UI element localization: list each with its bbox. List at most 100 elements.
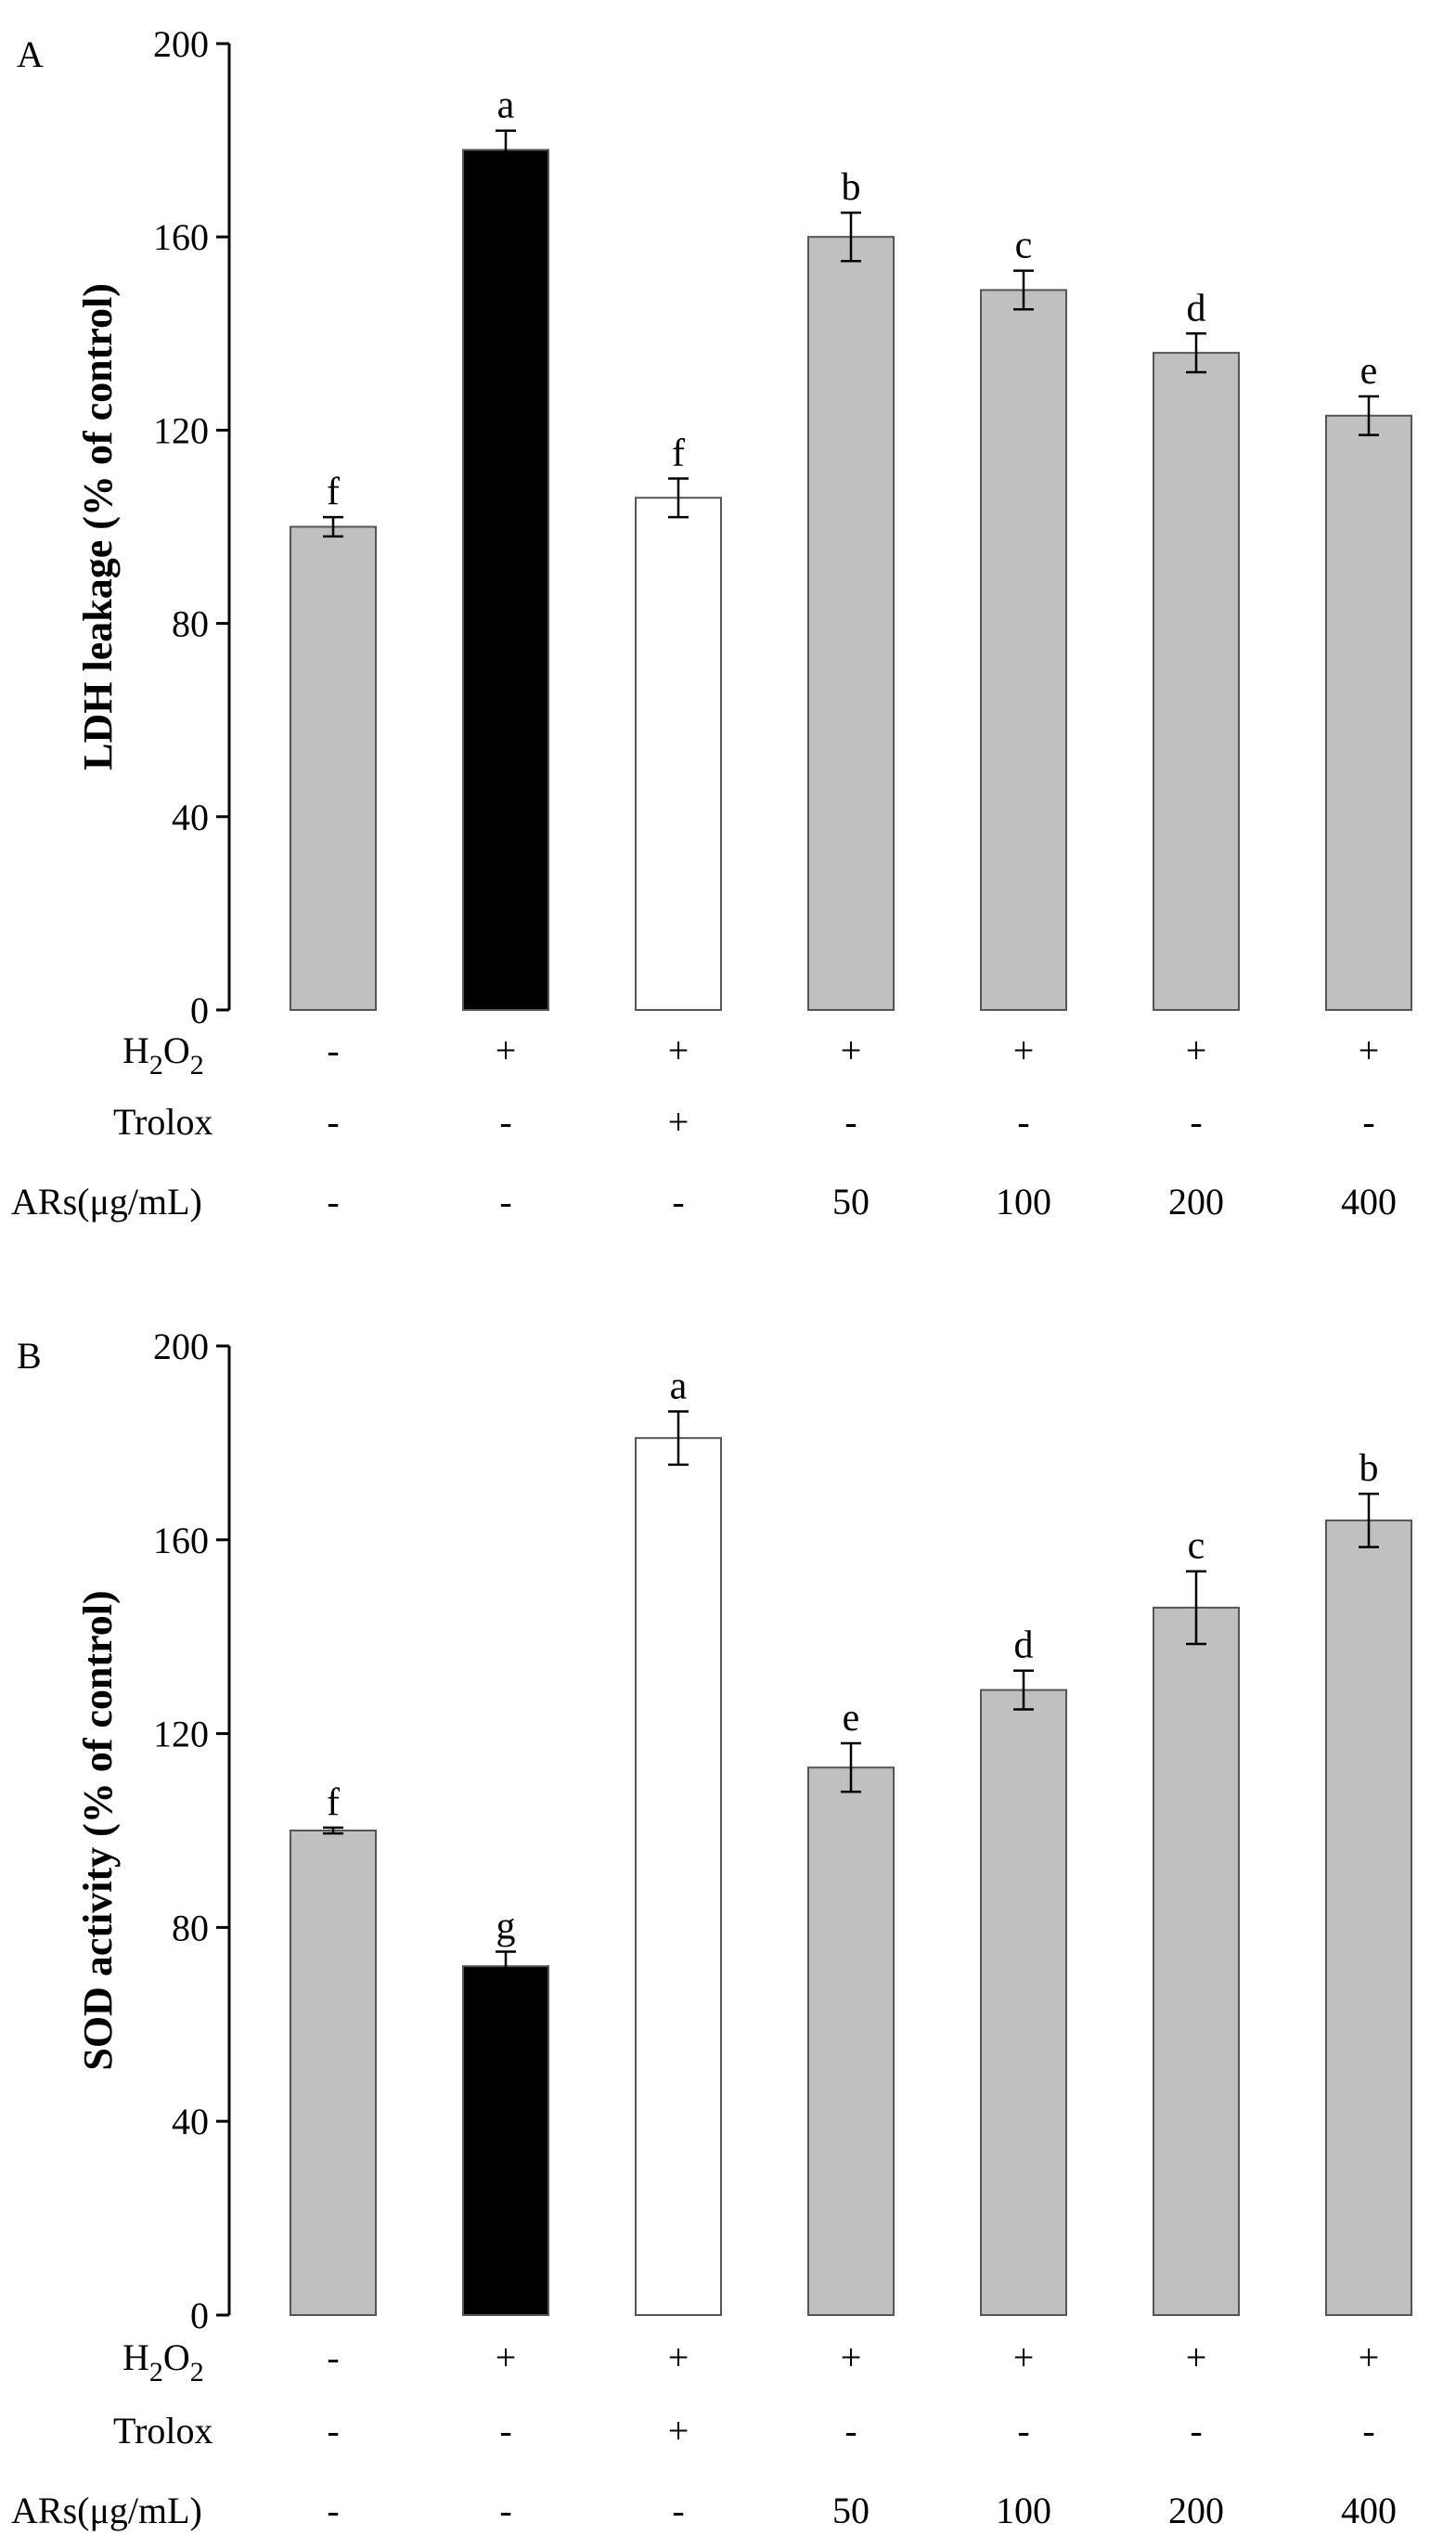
condition-value: +	[668, 2410, 689, 2452]
condition-value: +	[1186, 2336, 1207, 2378]
error-bar	[323, 515, 343, 538]
condition-value: +	[1013, 2336, 1035, 2378]
condition-value: -	[327, 2336, 339, 2378]
error-bar	[668, 477, 689, 519]
bar	[980, 289, 1067, 1011]
condition-value: 400	[1341, 1181, 1397, 1223]
y-tick-label: 40	[172, 2101, 209, 2142]
bar	[807, 236, 895, 1011]
condition-value: -	[1017, 1101, 1029, 1143]
condition-value: +	[1186, 1029, 1207, 1071]
condition-value: -	[672, 1181, 684, 1223]
y-tick-label: 80	[172, 1907, 209, 1948]
bar	[462, 149, 549, 1011]
bar	[462, 1965, 549, 2316]
significance-letter: e	[1360, 350, 1378, 393]
condition-value: 400	[1341, 2490, 1397, 2531]
error-bar	[841, 211, 861, 263]
panel-letter: A	[17, 33, 44, 75]
condition-value: 50	[832, 1181, 870, 1223]
significance-letter: c	[1188, 1525, 1205, 1568]
condition-value: 100	[996, 2490, 1051, 2531]
condition-label-h2o2: H2O2	[122, 1029, 204, 1080]
condition-label: Trolox	[113, 1101, 213, 1143]
condition-label: Trolox	[113, 2410, 213, 2452]
y-axis-title: SOD activity (% of control)	[75, 1590, 121, 2070]
condition-value: -	[327, 2410, 339, 2452]
significance-letter: b	[1359, 1447, 1379, 1490]
chart-panel-a: A 0 40 80 120 160 200 LDH leakage (% of control…	[11, 23, 1412, 1223]
significance-letter: a	[670, 1365, 688, 1407]
condition-value: -	[844, 2410, 857, 2452]
error-bar	[1359, 1492, 1379, 1548]
condition-value: -	[327, 1101, 339, 1143]
condition-value: -	[844, 1101, 857, 1143]
y-tick-label: 0	[190, 990, 209, 1031]
condition-value: +	[668, 1101, 689, 1143]
y-tick-label: 200	[153, 1326, 209, 1367]
condition-value: -	[327, 2490, 339, 2531]
condition-label-h2o2: H2O2	[122, 2336, 204, 2387]
condition-value: +	[1359, 2336, 1380, 2378]
significance-letter: g	[496, 1906, 516, 1948]
y-tick-label: 200	[153, 23, 209, 65]
error-bar	[496, 129, 516, 171]
error-bar	[1013, 1669, 1034, 1711]
error-bar	[323, 1826, 343, 1835]
condition-value: +	[496, 2336, 517, 2378]
condition-value: +	[841, 2336, 862, 2378]
y-tick-label: 120	[153, 1714, 209, 1755]
bar	[1325, 414, 1412, 1012]
bar	[1153, 1606, 1240, 2316]
condition-value: +	[1013, 1029, 1035, 1071]
condition-value: +	[668, 2336, 689, 2378]
condition-value: -	[499, 1101, 511, 1143]
y-tick-label: 40	[172, 796, 209, 838]
condition-label: ARs(μg/mL)	[11, 1181, 202, 1223]
condition-value: -	[1362, 2410, 1374, 2452]
y-tick-label: 160	[153, 1520, 209, 1561]
y-tick-label: 0	[190, 2295, 209, 2336]
error-bar	[1359, 395, 1379, 436]
condition-value: 100	[996, 1181, 1051, 1223]
condition-value: +	[841, 1029, 862, 1071]
significance-letter: a	[497, 84, 515, 127]
condition-value: -	[1017, 2410, 1029, 2452]
bar	[290, 525, 377, 1011]
condition-value: -	[327, 1029, 339, 1071]
bar	[980, 1689, 1067, 2316]
condition-value: -	[1190, 1101, 1202, 1143]
bar	[290, 1830, 377, 2316]
error-bar	[841, 1741, 861, 1793]
error-bar	[1186, 1570, 1206, 1646]
condition-value: -	[672, 2490, 684, 2531]
condition-value: -	[1362, 1101, 1374, 1143]
condition-value: +	[496, 1029, 517, 1071]
condition-value: -	[327, 1181, 339, 1223]
condition-value: 50	[832, 2490, 870, 2531]
condition-label: ARs(μg/mL)	[11, 2490, 202, 2531]
error-bar	[1186, 332, 1206, 374]
y-tick-label: 120	[153, 409, 209, 451]
y-tick-label: 80	[172, 603, 209, 645]
y-tick-label: 160	[153, 216, 209, 258]
bar	[807, 1766, 895, 2316]
bar	[635, 497, 722, 1011]
condition-value: +	[668, 1029, 689, 1071]
significance-letter: d	[1187, 287, 1206, 330]
panel-letter: B	[17, 1335, 42, 1377]
condition-value: -	[499, 2490, 511, 2531]
significance-letter: f	[327, 471, 340, 513]
condition-value: 200	[1168, 1181, 1224, 1223]
y-axis-title: LDH leakage (% of control)	[75, 283, 121, 770]
bar	[1153, 352, 1240, 1011]
condition-value: -	[499, 1181, 511, 1223]
significance-letter: d	[1014, 1624, 1034, 1667]
error-bar	[496, 1950, 516, 1983]
significance-letter: b	[842, 166, 861, 209]
condition-value: -	[1190, 2410, 1202, 2452]
chart-panel-b: B 0 40 80 120 160 200 SOD activity (% of contro…	[11, 1326, 1412, 2531]
significance-letter: c	[1015, 225, 1033, 267]
error-bar	[668, 1410, 689, 1467]
